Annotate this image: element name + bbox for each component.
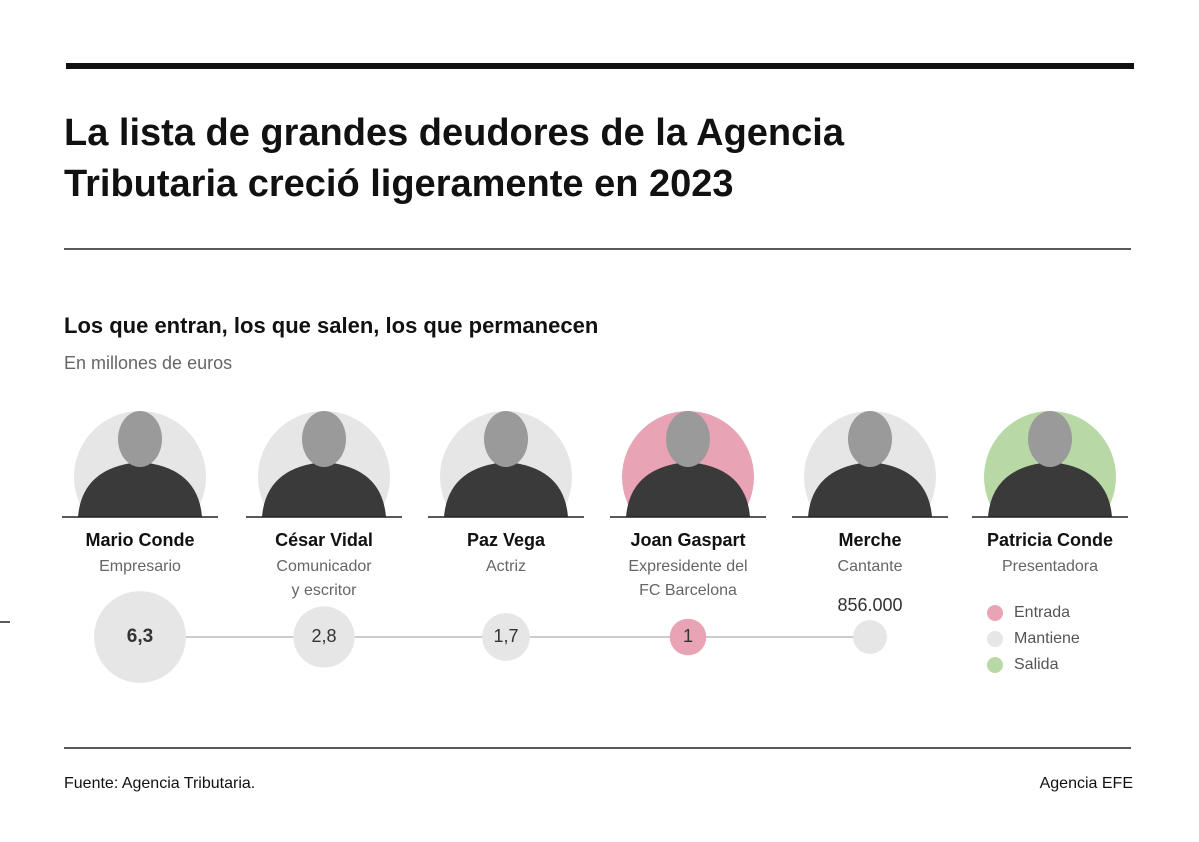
legend-swatch — [987, 605, 1003, 621]
legend-swatch — [987, 657, 1003, 673]
value-label: 6,3 — [127, 626, 153, 647]
source: Fuente: Agencia Tributaria. — [64, 775, 255, 792]
portrait-head — [484, 411, 528, 467]
unit-label: En millones de euros — [64, 353, 232, 373]
role: Presentadora — [1002, 558, 1098, 575]
subtitle: Los que entran, los que salen, los que p… — [64, 313, 598, 338]
bubble — [853, 620, 887, 654]
portrait-head — [848, 411, 892, 467]
top-rule — [66, 63, 1134, 69]
portrait-body — [626, 462, 750, 517]
role: FC Barcelona — [639, 582, 737, 599]
portrait-body — [808, 462, 932, 517]
legend-label: Mantiene — [1014, 630, 1080, 647]
portrait-body — [988, 462, 1112, 517]
portrait-body — [78, 462, 202, 517]
portrait — [440, 411, 572, 517]
value-label: 1 — [683, 626, 693, 646]
bubble — [293, 606, 355, 668]
value-label: 2,8 — [311, 626, 336, 646]
role: Expresidente del — [628, 558, 747, 575]
role: Empresario — [99, 558, 181, 575]
name: Paz Vega — [467, 530, 546, 550]
portrait-head — [666, 411, 710, 467]
portrait-head — [118, 411, 162, 467]
name: Patricia Conde — [987, 530, 1113, 550]
title-line: Tributaria creció ligeramente en 2023 — [64, 163, 734, 205]
role: y escritor — [292, 582, 358, 599]
portrait-head — [1028, 411, 1072, 467]
portrait — [258, 411, 390, 517]
title-line: La lista de grandes deudores de la Agenc… — [64, 112, 845, 154]
bubble — [482, 613, 530, 661]
value-label: 1,7 — [493, 626, 518, 646]
bubble — [94, 591, 186, 683]
credit: Agencia EFE — [1040, 775, 1133, 792]
portrait-head — [302, 411, 346, 467]
role: Comunicador — [276, 558, 372, 575]
name: Merche — [838, 530, 901, 550]
portrait — [74, 411, 206, 517]
value-label: 856.000 — [837, 595, 902, 615]
portrait — [804, 411, 936, 517]
role: Actriz — [486, 558, 526, 575]
name: Mario Conde — [85, 530, 194, 550]
portrait — [984, 411, 1116, 517]
legend-label: Entrada — [1014, 604, 1070, 621]
portrait-body — [262, 462, 386, 517]
legend-swatch — [987, 631, 1003, 647]
portrait-body — [444, 462, 568, 517]
legend-label: Salida — [1014, 656, 1059, 673]
name: César Vidal — [275, 530, 373, 550]
portrait — [622, 411, 754, 517]
bubble — [669, 618, 707, 656]
role: Cantante — [838, 558, 903, 575]
name: Joan Gaspart — [630, 530, 745, 550]
